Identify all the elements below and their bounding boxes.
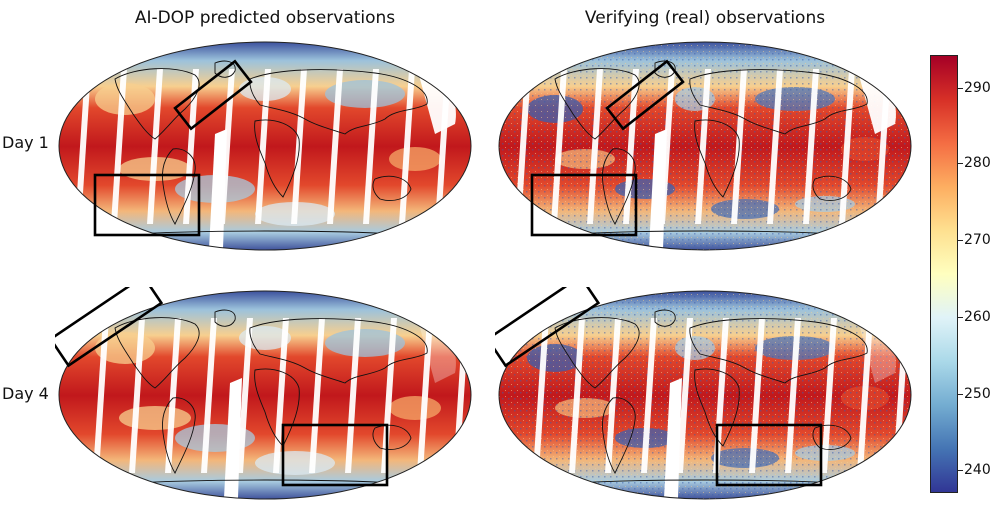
colorbar-tick-label: 250 (964, 386, 991, 402)
map-predicted-day1 (58, 41, 472, 251)
colorbar (930, 55, 958, 493)
map-panel-predicted-day1 (55, 38, 475, 253)
colorbar-tick-mark (958, 470, 963, 471)
colorbar-tick-mark (958, 317, 963, 318)
map-observed-day4 (495, 287, 912, 500)
colorbar-tick-mark (958, 394, 963, 395)
map-panel-predicted-day4 (55, 287, 475, 502)
colorbar-tick-mark (958, 240, 963, 241)
map-panel-observed-day1 (495, 38, 915, 253)
left-column-title: AI-DOP predicted observations (134, 8, 396, 28)
colorbar-tick-label: 280 (964, 155, 991, 171)
colorbar-tick-label: 270 (964, 232, 991, 248)
colorbar-tick-mark (958, 88, 963, 89)
colorbar-tick-mark (958, 163, 963, 164)
map-observed-day1 (498, 41, 912, 251)
right-column-title: Verifying (real) observations (584, 8, 826, 28)
map-predicted-day4 (55, 287, 472, 500)
row-label-day4: Day 4 (2, 384, 49, 403)
colorbar-tick-label: 240 (964, 462, 991, 478)
map-panel-observed-day4 (495, 287, 915, 502)
colorbar-tick-label: 290 (964, 80, 991, 96)
row-label-day1: Day 1 (2, 133, 49, 152)
colorbar-tick-label: 260 (964, 309, 991, 325)
